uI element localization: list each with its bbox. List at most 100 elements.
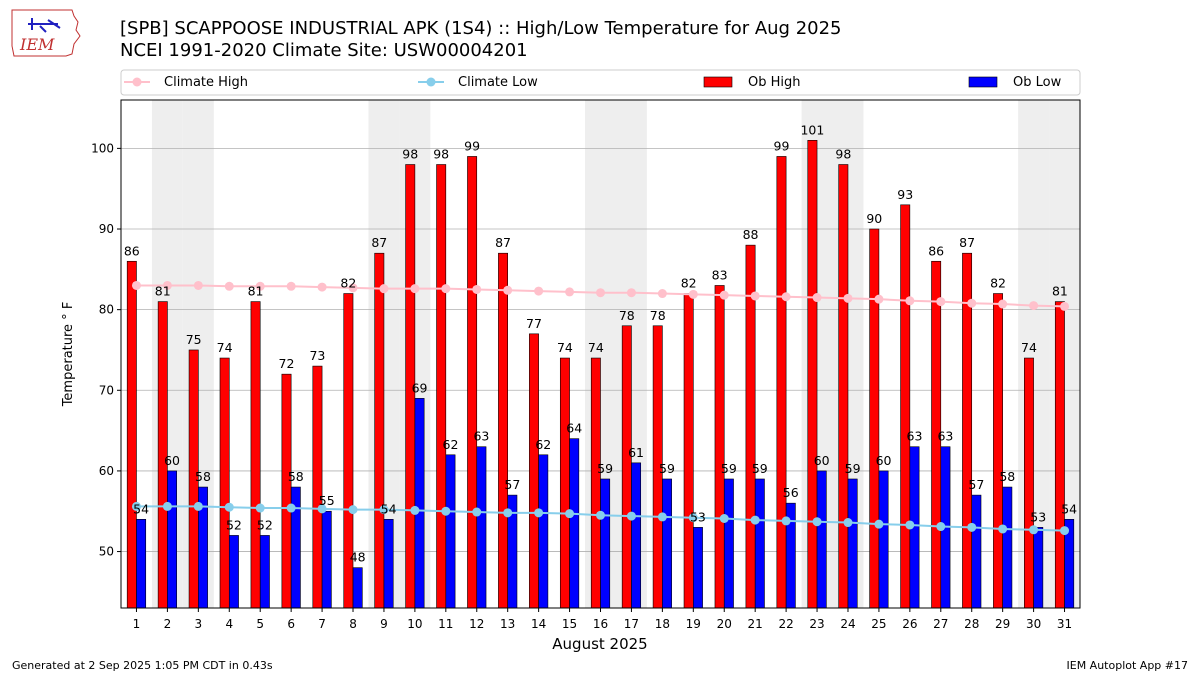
ob-low-bar	[1002, 486, 1013, 609]
ob-high-bar	[838, 164, 849, 609]
climate-low-point	[936, 522, 946, 532]
y-axis-label: Temperature ° F	[61, 302, 76, 408]
x-tick-label: 29	[995, 617, 1010, 631]
climate-high-point	[1029, 301, 1039, 311]
climate-high-point	[286, 281, 296, 291]
ob-low-bar	[693, 527, 703, 609]
legend-label-ob-low: Ob Low	[1013, 75, 1062, 90]
x-tick-label: 12	[469, 617, 484, 631]
ob-low-label: 55	[319, 493, 335, 508]
ob-high-bar	[683, 293, 694, 609]
ob-high-label: 82	[990, 276, 1006, 291]
ob-high-label: 83	[712, 267, 728, 282]
ob-high-label: 81	[155, 284, 171, 299]
climate-low-point	[131, 501, 141, 511]
ob-low-bar	[136, 519, 147, 609]
iowa-outline-shape	[11, 9, 81, 57]
ob-high-bar	[993, 293, 1003, 609]
climate-low-point	[843, 518, 853, 528]
climate-high-point	[874, 294, 884, 304]
climate-low-point	[565, 509, 575, 519]
ob-high-label: 87	[371, 235, 387, 250]
ob-low-label: 54	[1061, 501, 1077, 516]
x-tick-label: 25	[871, 617, 886, 631]
ob-low-label: 48	[350, 550, 366, 565]
ob-high-label: 81	[1052, 284, 1068, 299]
climate-high-point	[534, 286, 544, 296]
y-tick-label: 90	[99, 222, 114, 236]
ob-high-bar	[900, 204, 911, 609]
ob-low-label: 53	[690, 509, 706, 524]
x-tick-label: 20	[717, 617, 732, 631]
ob-low-label: 62	[535, 437, 551, 452]
ob-low-label: 59	[721, 461, 737, 476]
y-tick-label: 70	[99, 383, 114, 397]
ob-low-label: 60	[164, 453, 180, 468]
ob-high-label: 99	[774, 138, 790, 153]
legend-label-ob-high: Ob High	[748, 75, 801, 90]
ob-high-bar	[281, 373, 292, 609]
ob-low-bar	[816, 470, 827, 609]
ob-low-label: 52	[226, 517, 242, 532]
ob-high-label: 87	[495, 235, 511, 250]
climate-high-point	[162, 280, 172, 290]
ob-low-label: 54	[133, 501, 149, 516]
ob-high-label: 74	[1021, 340, 1037, 355]
climate-high-point	[626, 288, 636, 298]
x-tick-label: 8	[349, 617, 357, 631]
ob-high-label: 75	[186, 332, 202, 347]
climate-high-point	[719, 290, 729, 300]
x-tick-label: 9	[380, 617, 388, 631]
ob-low-bar	[352, 567, 363, 609]
legend-label-climate-low: Climate Low	[458, 75, 538, 90]
ob-high-bar	[807, 140, 818, 609]
legend-label-climate-high: Climate High	[164, 75, 248, 90]
climate-lines	[131, 280, 1070, 536]
ob-high-bar	[1024, 357, 1034, 609]
climate-low-point	[781, 516, 791, 526]
ob-low-label: 59	[659, 461, 675, 476]
ob-high-bar	[869, 228, 880, 609]
y-tick-label: 100	[91, 141, 114, 155]
climate-low-point	[1029, 525, 1039, 535]
ob-low-bar	[754, 478, 765, 609]
x-tick-label: 16	[593, 617, 608, 631]
climate-high-point	[224, 281, 234, 291]
climate-low-point	[688, 513, 698, 523]
ob-high-label: 78	[650, 308, 666, 323]
x-tick-label: 18	[655, 617, 670, 631]
climate-high-point	[688, 289, 698, 299]
x-tick-label: 10	[407, 617, 422, 631]
ob-low-bar	[631, 462, 642, 609]
climate-high-point	[193, 280, 203, 290]
ob-high-label: 98	[433, 147, 449, 162]
x-tick-label: 31	[1057, 617, 1072, 631]
climate-high-point	[750, 291, 760, 301]
legend-swatch-ob-low	[968, 76, 998, 88]
ob-high-bar	[1054, 301, 1065, 609]
ob-high-bar	[529, 333, 539, 609]
ob-low-label: 58	[195, 469, 211, 484]
ob-low-label: 59	[597, 461, 613, 476]
iem-logo: IEM	[11, 9, 81, 57]
ob-high-bar	[467, 156, 478, 609]
ob-high-label: 86	[124, 243, 140, 258]
climate-low-point	[162, 501, 172, 511]
ob-high-label: 77	[526, 316, 542, 331]
x-tick-label: 2	[164, 617, 172, 631]
ob-low-bar	[600, 478, 611, 609]
climate-high-point	[410, 284, 420, 294]
ob-low-label: 64	[566, 421, 582, 436]
y-tick-label: 50	[99, 545, 114, 559]
ob-low-label: 69	[412, 380, 428, 395]
ob-low-label: 61	[628, 445, 644, 460]
climate-low-point	[596, 510, 605, 520]
ob-low-label: 59	[845, 461, 861, 476]
climate-high-point	[379, 284, 389, 294]
climate-low-point	[657, 512, 667, 522]
climate-low-point	[472, 507, 482, 517]
ob-high-label: 98	[835, 147, 851, 162]
ob-low-bar	[847, 478, 858, 609]
bar-value-labels: 86 81 75 74 81 72 73 82 87 98 98 99 87 77 74 74 78 78 82 83…	[124, 122, 1077, 564]
